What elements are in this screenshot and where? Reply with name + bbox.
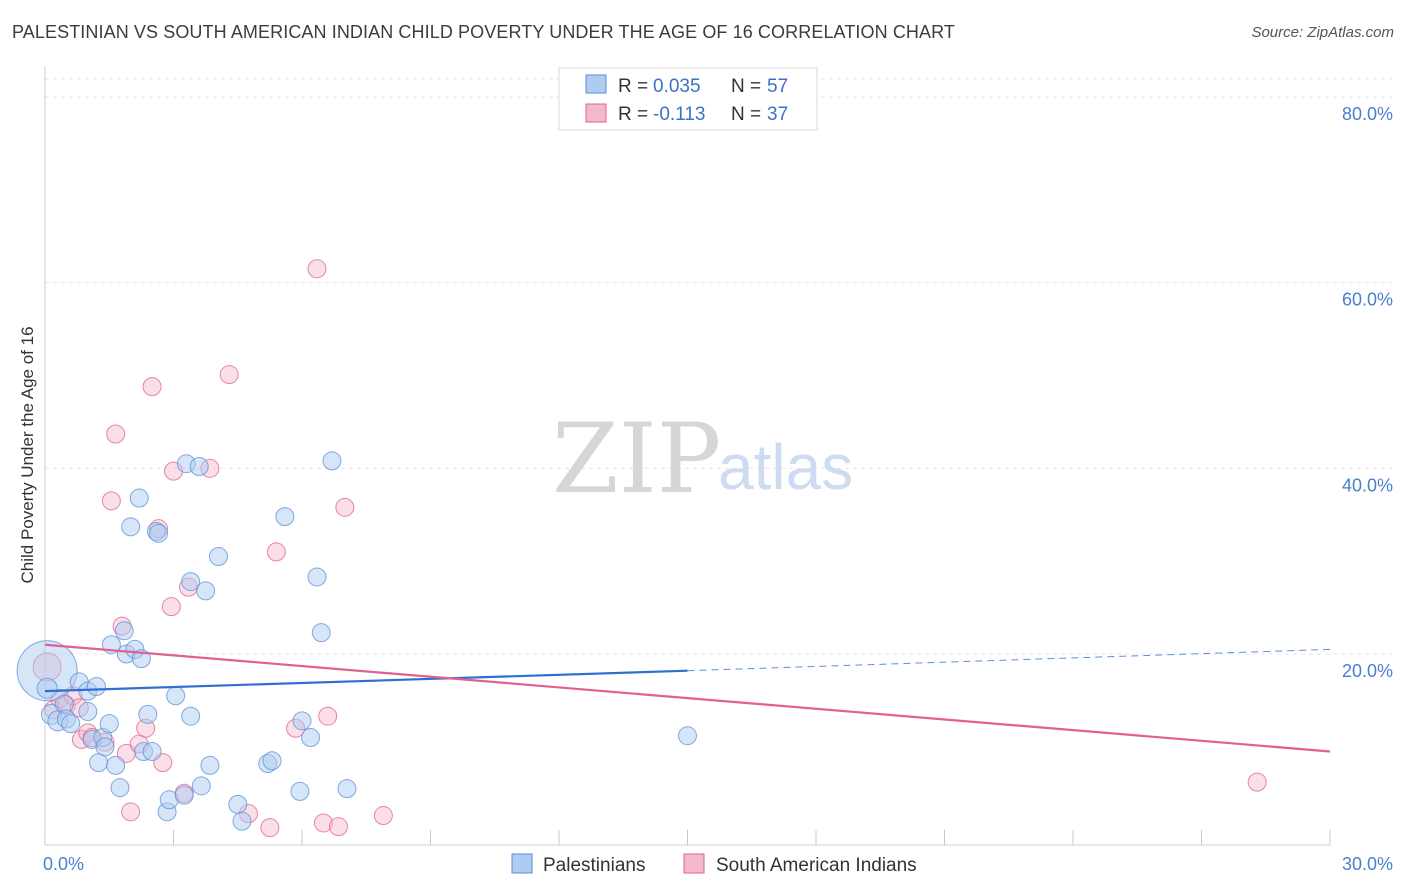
- point-palestinians-11: [86, 676, 106, 696]
- point-palestinians-33: [174, 785, 194, 805]
- point-palestinians-42: [228, 794, 248, 814]
- point-south-american-indians-28: [266, 542, 286, 562]
- point-palestinians-37: [189, 456, 209, 476]
- x-tick-label-max: 30.0%: [1342, 854, 1393, 874]
- series-legend-label-south-american-indians: South American Indians: [716, 855, 917, 876]
- point-palestinians-43: [232, 811, 252, 831]
- point-palestinians-23: [129, 488, 149, 508]
- point-palestinians-53: [337, 779, 357, 799]
- point-palestinians-15: [99, 714, 119, 734]
- point-palestinians-46: [275, 507, 295, 527]
- source-credit: Source: ZipAtlas.com: [1251, 24, 1394, 41]
- legend-n-value-pink: 37: [767, 104, 788, 125]
- point-south-american-indians-17: [142, 377, 162, 397]
- trend-line-palestinians-extension: [687, 648, 1331, 672]
- point-south-american-indians-14: [121, 802, 141, 822]
- point-palestinians-17: [106, 755, 126, 775]
- point-palestinians-8: [78, 702, 98, 722]
- series-legend: Palestinians South American Indians: [511, 853, 917, 876]
- trend-line-south-american-indians: [44, 643, 1331, 753]
- grid-lines: [45, 78, 1395, 655]
- point-palestinians-21: [121, 517, 141, 537]
- series-legend-swatch-palestinians: [511, 853, 533, 874]
- point-palestinians-39: [196, 581, 216, 601]
- tick-labels: 20.0% 40.0% 60.0% 80.0% 0.0% 30.0%: [43, 104, 1393, 874]
- legend-n-label-blue: N =: [731, 76, 761, 97]
- series-legend-label-palestinians: Palestinians: [543, 855, 645, 876]
- trend-line-palestinians: [44, 669, 688, 693]
- point-palestinians-54: [678, 726, 697, 746]
- point-palestinians-49: [301, 728, 321, 748]
- point-palestinians-0: [16, 640, 78, 702]
- point-south-american-indians-35: [373, 806, 393, 826]
- watermark-zip: ZIP: [552, 403, 721, 515]
- point-palestinians-51: [311, 623, 331, 643]
- point-palestinians-1: [36, 677, 58, 699]
- point-south-american-indians-32: [318, 706, 338, 726]
- y-tick-label-40: 40.0%: [1342, 475, 1393, 495]
- y-axis-title: Child Poverty Under the Age of 16: [18, 326, 37, 583]
- point-south-american-indians-34: [335, 497, 355, 517]
- legend-r-value-pink: -0.113: [653, 104, 705, 125]
- legend-r-label-blue: R =: [618, 76, 648, 97]
- legend-swatch-blue: [585, 74, 607, 94]
- series-legend-swatch-south-american-indians: [683, 853, 705, 874]
- point-palestinians-41: [208, 547, 228, 567]
- point-palestinians-26: [138, 704, 158, 724]
- point-south-american-indians-10: [101, 491, 121, 511]
- point-palestinians-29: [149, 523, 169, 543]
- point-palestinians-50: [307, 567, 327, 587]
- point-south-american-indians-25: [219, 365, 239, 385]
- point-south-american-indians-20: [161, 597, 181, 617]
- point-palestinians-27: [142, 741, 162, 761]
- watermark-atlas: atlas: [718, 431, 853, 503]
- legend-swatch-pink: [585, 103, 607, 123]
- point-palestinians-40: [200, 755, 220, 775]
- point-south-american-indians-33: [328, 817, 348, 837]
- point-south-american-indians-30: [307, 259, 327, 279]
- legend-n-label-pink: N =: [731, 104, 761, 125]
- point-south-american-indians-31: [313, 813, 333, 833]
- stats-legend: R = 0.035 N = 57 R = -0.113 N = 37: [558, 67, 818, 131]
- legend-n-value-blue: 57: [767, 76, 788, 97]
- y-tick-label-80: 80.0%: [1342, 104, 1393, 124]
- point-palestinians-14: [95, 737, 115, 757]
- point-palestinians-18: [110, 778, 130, 798]
- point-palestinians-45: [262, 751, 282, 771]
- point-palestinians-19: [114, 621, 134, 641]
- point-palestinians-52: [322, 451, 342, 471]
- point-south-american-indians-27: [260, 818, 280, 838]
- chart-title: PALESTINIAN VS SOUTH AMERICAN INDIAN CHI…: [12, 22, 955, 42]
- data-points: [16, 259, 1267, 838]
- point-palestinians-32: [166, 686, 186, 706]
- point-palestinians-47: [290, 781, 310, 801]
- point-palestinians-36: [181, 572, 201, 592]
- axes: [44, 66, 1331, 846]
- point-palestinians-38: [191, 776, 211, 796]
- point-south-american-indians-11: [106, 424, 126, 444]
- y-tick-label-60: 60.0%: [1342, 290, 1393, 310]
- legend-r-label-pink: R =: [618, 104, 648, 125]
- point-palestinians-6: [61, 714, 81, 734]
- x-tick-label-min: 0.0%: [43, 854, 84, 874]
- legend-r-value-blue: 0.035: [653, 76, 701, 97]
- point-south-american-indians-36: [1247, 772, 1267, 792]
- y-tick-label-20: 20.0%: [1342, 661, 1393, 681]
- point-palestinians-35: [181, 706, 201, 726]
- point-palestinians-48: [292, 711, 312, 731]
- trend-lines: [44, 643, 1331, 753]
